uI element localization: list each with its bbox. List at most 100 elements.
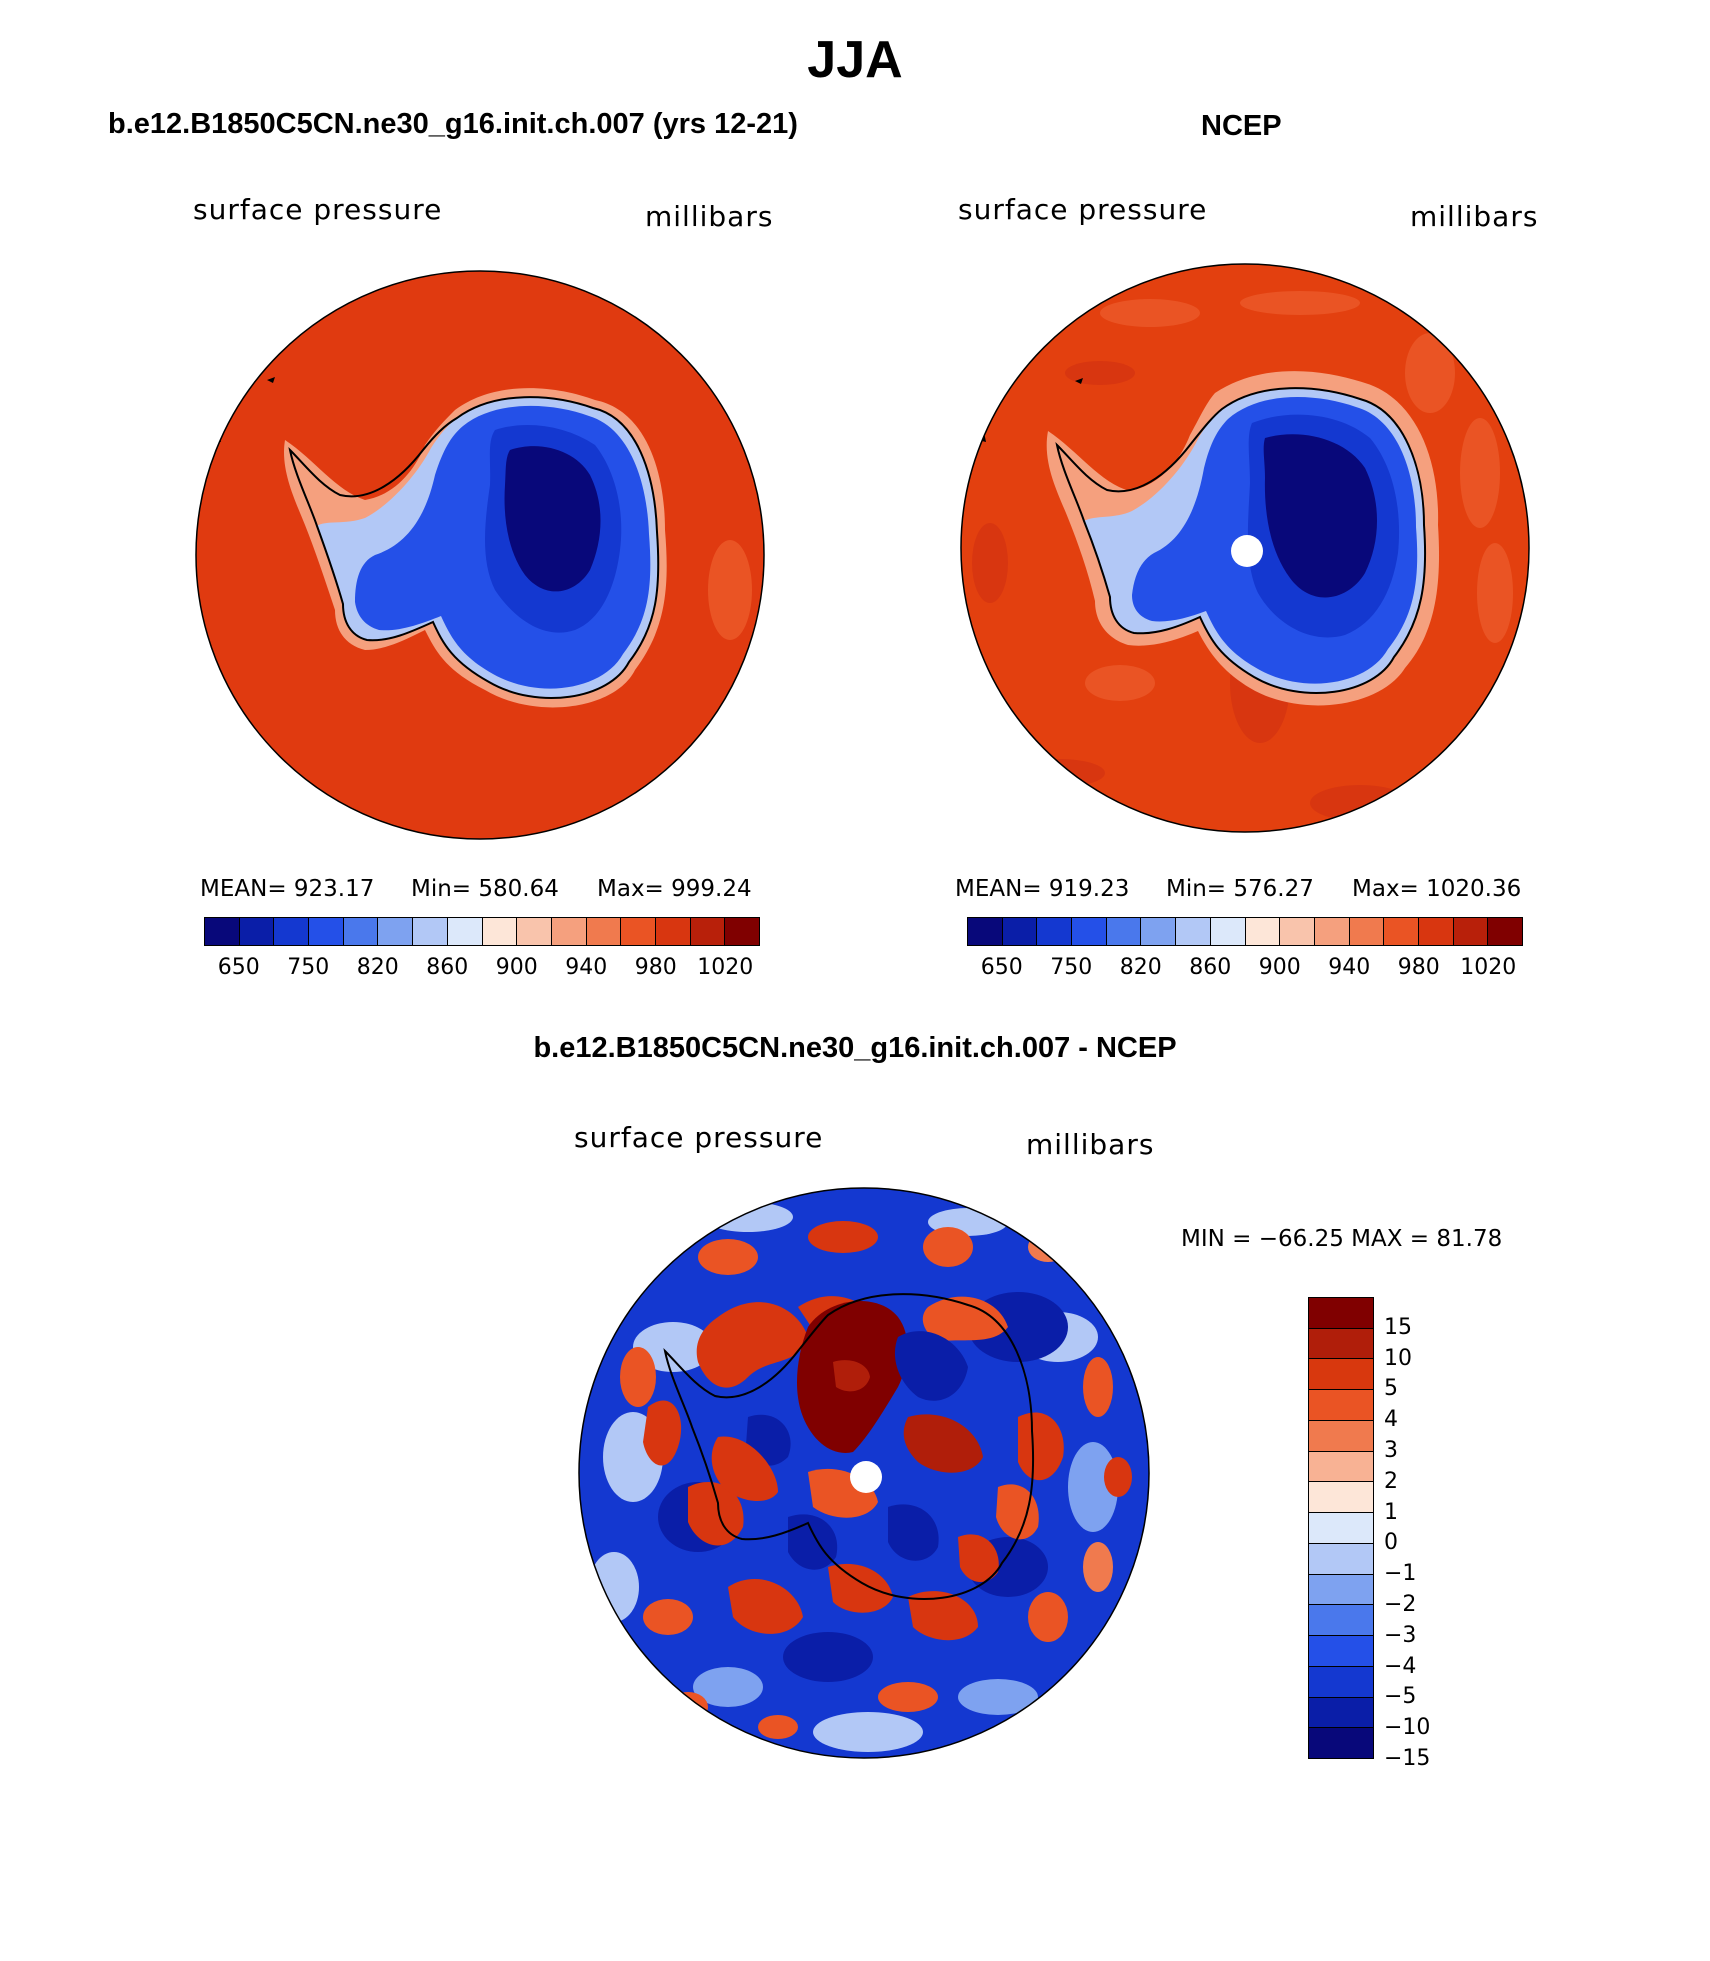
diff-panel-title: b.e12.B1850C5CN.ne30_g16.init.ch.007 - N… [533,1032,1177,1064]
colorbar-tick-label: 1020 [697,955,754,980]
colorbar-swatch [725,918,759,945]
panel-1-colorbar [204,917,760,946]
colorbar-tick-label: −5 [1384,1684,1417,1710]
panel-1-stat-min: Min= 580.64 [411,876,559,902]
colorbar-swatch [1309,1605,1373,1637]
colorbar-tick-label: −1 [1384,1561,1417,1587]
colorbar-swatch [1309,1728,1373,1759]
colorbar-swatch [1384,918,1419,945]
colorbar-swatch [239,918,275,945]
diff-panel-pole-hole [850,1461,882,1493]
colorbar-tick-label: 750 [1050,955,1093,980]
diff-panel-units-label: millibars [1026,1128,1155,1161]
colorbar-swatch [1309,1482,1373,1514]
colorbar-swatch [1141,918,1177,945]
colorbar-tick-label: 1 [1384,1499,1398,1525]
panel-1-plateau [504,446,601,592]
colorbar-tick-label: 980 [1397,955,1440,980]
colorbar-tick-label: 15 [1384,1314,1412,1340]
colorbar-tick-label: 750 [287,955,330,980]
colorbar-tick-label: 820 [356,955,399,980]
colorbar-swatch [1037,918,1073,945]
colorbar-tick-label: −15 [1384,1746,1431,1771]
colorbar-tick-label: −3 [1384,1622,1417,1648]
diff-panel-variable-label: surface pressure [574,1121,824,1154]
panel-1-units-label: millibars [645,200,774,233]
colorbar-tick-label: 3 [1384,1438,1398,1463]
colorbar-tick-label: 650 [217,955,260,980]
colorbar-swatch [1176,918,1211,945]
colorbar-swatch [378,918,414,945]
diff-panel-colorbar [1308,1297,1374,1759]
colorbar-swatch [1072,918,1107,945]
panel-2-colorbar [967,917,1523,946]
panel-1-variable-label: surface pressure [193,193,443,226]
panel-2-map [960,263,1530,833]
panel-2-coastline [1055,387,1427,694]
diff-panel-map [578,1187,1150,1759]
colorbar-swatch [586,918,622,945]
colorbar-swatch [1349,918,1385,945]
diff-panel-minmax: MIN = −66.25 MAX = 81.78 [1181,1226,1503,1252]
colorbar-swatch [1418,918,1454,945]
colorbar-swatch [413,918,448,945]
colorbar-swatch [1309,1697,1373,1729]
colorbar-swatch [1309,1390,1373,1421]
colorbar-tick-label: 5 [1384,1376,1398,1402]
colorbar-tick-label: 1020 [1460,955,1517,980]
colorbar-swatch [968,918,1003,945]
colorbar-swatch [343,918,379,945]
colorbar-tick-label: 0 [1384,1530,1398,1556]
colorbar-tick-label: 900 [495,955,538,980]
colorbar-swatch [655,918,691,945]
colorbar-swatch [1002,918,1038,945]
panel-2-stat-min: Min= 576.27 [1166,876,1314,902]
colorbar-swatch [447,918,483,945]
colorbar-swatch [1488,918,1522,945]
colorbar-swatch [1309,1420,1373,1452]
panel-2-variable-label: surface pressure [958,193,1208,226]
colorbar-swatch [1309,1636,1373,1667]
colorbar-tick-label: 2 [1384,1468,1398,1494]
diff-panel-coastline [663,1293,1035,1600]
colorbar-swatch [517,918,552,945]
colorbar-tick-label: 860 [1189,955,1232,980]
colorbar-swatch [1314,918,1350,945]
colorbar-swatch [551,918,587,945]
colorbar-swatch [1309,1543,1373,1575]
colorbar-tick-label: 860 [426,955,469,980]
colorbar-tick-label: 820 [1119,955,1162,980]
colorbar-swatch [1309,1298,1373,1329]
panel-2-pole-hole [1231,535,1263,567]
colorbar-swatch [1309,1328,1373,1360]
colorbar-swatch [482,918,518,945]
colorbar-tick-label: 940 [1328,955,1371,980]
colorbar-tick-label: −10 [1384,1715,1431,1741]
colorbar-swatch [1245,918,1281,945]
colorbar-tick-label: −4 [1384,1653,1417,1679]
panel-1-stat-mean: MEAN= 923.17 [200,876,375,902]
panel-1-coastline [288,396,660,699]
page-title: JJA [807,31,903,89]
colorbar-swatch [1453,918,1489,945]
panel-2-units-label: millibars [1410,200,1539,233]
colorbar-swatch [1309,1574,1373,1606]
colorbar-tick-label: 650 [980,955,1023,980]
colorbar-swatch [1309,1451,1373,1483]
panel-1-stat-max: Max= 999.24 [597,876,752,902]
panel-2-stat-mean: MEAN= 919.23 [955,876,1130,902]
colorbar-swatch [1309,1666,1373,1698]
colorbar-tick-label: 10 [1384,1345,1412,1371]
panel-2-plateau [1263,434,1378,598]
colorbar-swatch [205,918,240,945]
colorbar-tick-label: 4 [1384,1407,1398,1433]
colorbar-swatch [1309,1359,1373,1391]
panel-1-title: b.e12.B1850C5CN.ne30_g16.init.ch.007 (yr… [108,108,798,140]
panel-2-stat-max: Max= 1020.36 [1352,876,1522,902]
colorbar-swatch [1309,1513,1373,1544]
colorbar-swatch [690,918,726,945]
colorbar-swatch [1210,918,1246,945]
panel-2-title: NCEP [1201,110,1282,142]
colorbar-tick-label: 900 [1258,955,1301,980]
colorbar-swatch [1280,918,1315,945]
